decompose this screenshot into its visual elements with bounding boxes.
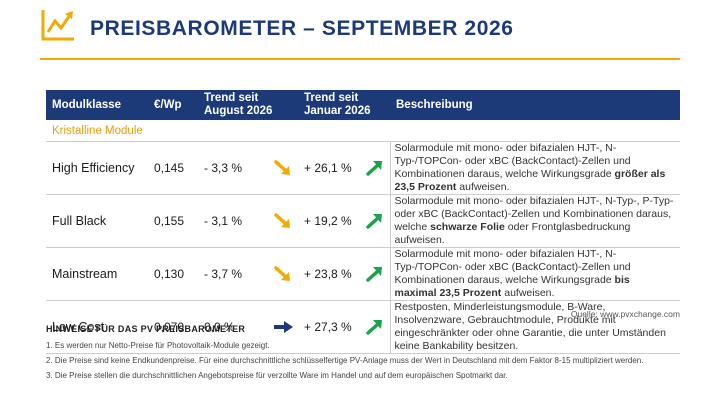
price-table: Modulklasse €/Wp Trend seit August 2026 …	[46, 90, 680, 354]
desc-text: Solarmodule mit mono- oder bifazialen HJ…	[394, 142, 631, 180]
row-description: Restposten, Minderleistungsmodule, B-War…	[389, 300, 680, 354]
row-modulklasse: High Efficiency	[46, 141, 148, 195]
desc-text-end: aufweisen.	[501, 287, 555, 299]
row-description: Solarmodule mit mono- oder bifazialen HJ…	[389, 247, 680, 301]
trend-aug-value: - 3,3 %	[204, 161, 243, 175]
arrow-down-right-icon	[272, 212, 294, 230]
desc-text: Restposten, Minderleistungsmodule, B-War…	[394, 301, 666, 352]
row-price: 0,155	[148, 194, 198, 248]
notes-title: HINWEISE FÜR DAS PV PREISBAROMETER	[46, 324, 246, 334]
row-modulklasse: Low Cost	[46, 300, 148, 354]
arrow-up-right-icon	[364, 265, 386, 283]
desc-highlight: bis maximal 23,5 Prozent	[394, 274, 630, 299]
chart-trend-logo-icon	[41, 10, 74, 41]
row-trend-aug: - 3,7 %	[198, 247, 298, 301]
table-row: Full Black 0,155 - 3,1 % + 19,2 % Solarm…	[46, 194, 680, 248]
col-header-beschreibung: Beschreibung	[390, 90, 680, 120]
note-item: 3. Die Preise stellen die durchschnittli…	[46, 371, 508, 380]
col-header-price: €/Wp	[148, 90, 198, 120]
table-row: Mainstream 0,130 - 3,7 % + 23,8 % Solarm…	[46, 247, 680, 301]
row-trend-jan: + 26,1 %	[298, 141, 390, 195]
arrow-down-right-icon	[272, 265, 294, 283]
arrow-right-icon	[272, 318, 294, 336]
trend-jan-value: + 19,2 %	[304, 214, 352, 228]
row-price: 0,070	[148, 300, 198, 354]
row-modulklasse: Mainstream	[46, 247, 148, 301]
row-trend-aug: 0,0 %	[198, 300, 298, 354]
arrow-up-right-icon	[364, 318, 386, 336]
trend-aug-value: 0,0 %	[204, 320, 235, 334]
row-price: 0,145	[148, 141, 198, 195]
trend-jan-value: + 27,3 %	[304, 320, 352, 334]
row-description: Solarmodule mit mono- oder bifazialen HJ…	[389, 141, 680, 195]
desc-text-end: aufweisen.	[456, 181, 510, 193]
section-row: Kristalline Module	[46, 120, 680, 142]
col-header-trend-jan: Trend seit Januar 2026	[298, 90, 390, 120]
row-modulklasse: Full Black	[46, 194, 148, 248]
desc-text: Solarmodule mit mono- oder bifazialen HJ…	[394, 248, 631, 286]
section-label: Kristalline Module	[46, 120, 680, 142]
note-item: 2. Die Preise sind keine Endkundenpreise…	[46, 356, 644, 365]
row-description: Solarmodule mit mono- oder bifazialen HJ…	[389, 194, 680, 248]
row-price: 0,130	[148, 247, 198, 301]
col-header-trend-aug: Trend seit August 2026	[198, 90, 298, 120]
arrow-up-right-icon	[364, 212, 386, 230]
desc-text: Solarmodule mit mono- oder bifazialen HJ…	[394, 195, 674, 233]
table-row: High Efficiency 0,145 - 3,3 % + 26,1 % S…	[46, 141, 680, 195]
note-item: 1. Es werden nur Netto-Preise für Photov…	[46, 341, 270, 350]
trend-aug-value: - 3,7 %	[204, 267, 243, 281]
row-trend-jan: + 23,8 %	[298, 247, 390, 301]
page-title: PREISBAROMETER – SEPTEMBER 2026	[90, 17, 514, 40]
row-trend-jan: + 19,2 %	[298, 194, 390, 248]
col-header-modulklasse: Modulklasse	[46, 90, 148, 120]
table-row: Low Cost 0,070 0,0 % + 27,3 % Restposten…	[46, 300, 680, 354]
desc-highlight: schwarze Folie	[430, 221, 505, 233]
trend-jan-value: + 26,1 %	[304, 161, 352, 175]
row-trend-aug: - 3,1 %	[198, 194, 298, 248]
table-header-row: Modulklasse €/Wp Trend seit August 2026 …	[46, 90, 680, 120]
arrow-up-right-icon	[364, 159, 386, 177]
row-trend-jan: + 27,3 %	[298, 300, 390, 354]
desc-highlight: größer als 23,5 Prozent	[394, 168, 666, 193]
desc-text-end: oder Frontglasbedruckung aufweisen.	[394, 221, 631, 246]
source-note: Quelle: www.pvxchange.com	[570, 309, 680, 319]
trend-aug-value: - 3,1 %	[204, 214, 243, 228]
trend-jan-value: + 23,8 %	[304, 267, 352, 281]
row-trend-aug: - 3,3 %	[198, 141, 298, 195]
title-divider	[40, 58, 680, 60]
arrow-down-right-icon	[272, 159, 294, 177]
